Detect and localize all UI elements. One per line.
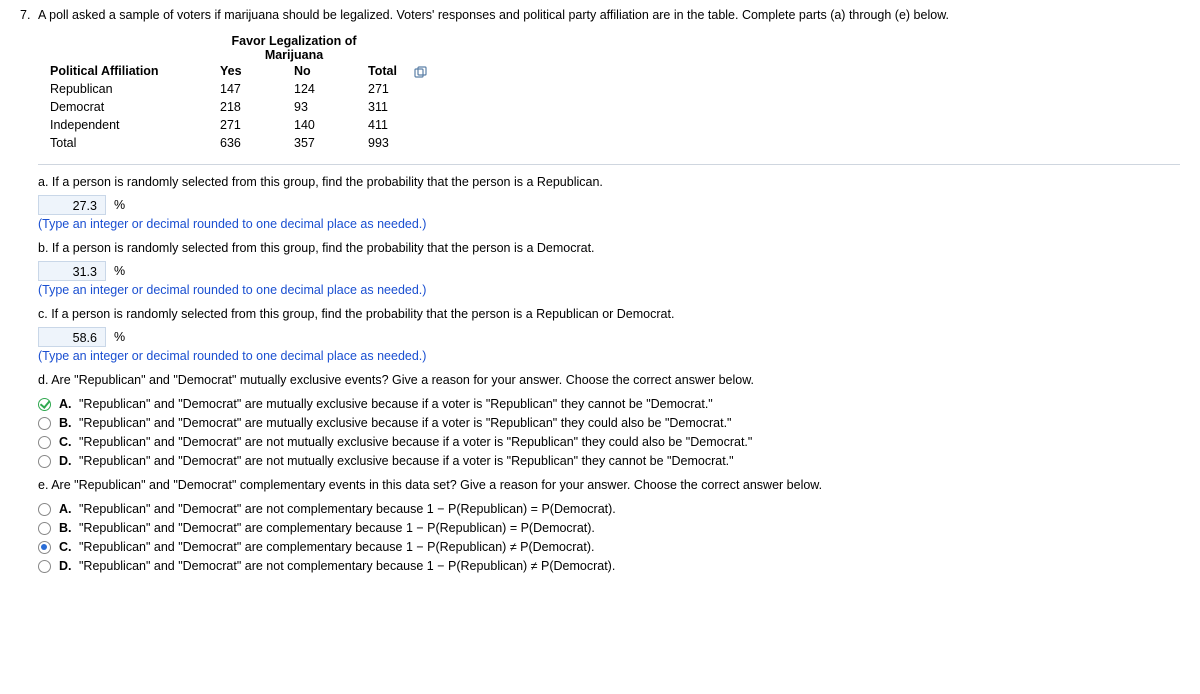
col-total: Total <box>368 62 442 80</box>
row-header: Political Affiliation <box>50 62 220 80</box>
data-table: Favor Legalization of Marijuana Politica… <box>50 34 1180 152</box>
unit-label: % <box>114 330 125 344</box>
row-label: Independent <box>50 116 220 134</box>
copy-icon[interactable] <box>414 66 428 78</box>
option-letter: C. <box>59 540 79 554</box>
option-text: "Republican" and "Democrat" are not comp… <box>79 559 615 573</box>
part-c-answer: 58.6 % <box>38 327 1180 347</box>
part-c-hint: (Type an integer or decimal rounded to o… <box>38 349 1180 363</box>
radio-e-b[interactable] <box>38 522 51 535</box>
option-row: B. "Republican" and "Democrat" are mutua… <box>38 416 1180 430</box>
table-row: Republican 147 124 271 <box>50 80 442 98</box>
part-a-answer: 27.3 % <box>38 195 1180 215</box>
col-yes: Yes <box>220 62 294 80</box>
option-text: "Republican" and "Democrat" are not mutu… <box>79 435 752 449</box>
part-b-answer: 31.3 % <box>38 261 1180 281</box>
question-body: A poll asked a sample of voters if marij… <box>38 8 1180 578</box>
col-total-label: Total <box>368 64 397 78</box>
cell: 993 <box>368 134 442 152</box>
row-label: Republican <box>50 80 220 98</box>
option-row: D. "Republican" and "Democrat" are not c… <box>38 559 1180 573</box>
option-letter: A. <box>59 502 79 516</box>
col-no: No <box>294 62 368 80</box>
cell: 271 <box>368 80 442 98</box>
option-text: "Republican" and "Democrat" are mutually… <box>79 397 713 411</box>
option-letter: B. <box>59 416 79 430</box>
question-row: 7. A poll asked a sample of voters if ma… <box>20 8 1180 578</box>
radio-d-b[interactable] <box>38 417 51 430</box>
part-d-text: d. Are "Republican" and "Democrat" mutua… <box>38 373 1180 387</box>
option-row: C. "Republican" and "Democrat" are not m… <box>38 435 1180 449</box>
cell: 357 <box>294 134 368 152</box>
table-row: Democrat 218 93 311 <box>50 98 442 116</box>
option-row: C. "Republican" and "Democrat" are compl… <box>38 540 1180 554</box>
option-letter: C. <box>59 435 79 449</box>
radio-e-c[interactable] <box>38 541 51 554</box>
part-b-text: b. If a person is randomly selected from… <box>38 241 1180 255</box>
part-a-hint: (Type an integer or decimal rounded to o… <box>38 217 1180 231</box>
part-d-options: A. "Republican" and "Democrat" are mutua… <box>38 397 1180 468</box>
option-row: A. "Republican" and "Democrat" are mutua… <box>38 397 1180 411</box>
answer-input-c[interactable]: 58.6 <box>38 327 106 347</box>
option-row: D. "Republican" and "Democrat" are not m… <box>38 454 1180 468</box>
option-letter: B. <box>59 521 79 535</box>
cell: 140 <box>294 116 368 134</box>
cell: 411 <box>368 116 442 134</box>
group-header-line2: Marijuana <box>265 48 323 62</box>
option-row: A. "Republican" and "Democrat" are not c… <box>38 502 1180 516</box>
table-row: Independent 271 140 411 <box>50 116 442 134</box>
cell: 147 <box>220 80 294 98</box>
cell: 124 <box>294 80 368 98</box>
row-label: Democrat <box>50 98 220 116</box>
unit-label: % <box>114 264 125 278</box>
table-group-header: Favor Legalization of Marijuana <box>214 34 374 62</box>
part-c-text: c. If a person is randomly selected from… <box>38 307 1180 321</box>
option-letter: D. <box>59 559 79 573</box>
option-letter: D. <box>59 454 79 468</box>
part-a-text: a. If a person is randomly selected from… <box>38 175 1180 189</box>
part-e-options: A. "Republican" and "Democrat" are not c… <box>38 502 1180 573</box>
radio-d-d[interactable] <box>38 455 51 468</box>
group-header-line1: Favor Legalization of <box>231 34 356 48</box>
table-row: Total 636 357 993 <box>50 134 442 152</box>
cell: 218 <box>220 98 294 116</box>
row-label: Total <box>50 134 220 152</box>
option-text: "Republican" and "Democrat" are compleme… <box>79 521 595 535</box>
option-text: "Republican" and "Democrat" are not comp… <box>79 502 616 516</box>
radio-e-a[interactable] <box>38 503 51 516</box>
option-text: "Republican" and "Democrat" are mutually… <box>79 416 731 430</box>
part-b-hint: (Type an integer or decimal rounded to o… <box>38 283 1180 297</box>
radio-d-c[interactable] <box>38 436 51 449</box>
answer-input-a[interactable]: 27.3 <box>38 195 106 215</box>
part-e-text: e. Are "Republican" and "Democrat" compl… <box>38 478 1180 492</box>
answer-input-b[interactable]: 31.3 <box>38 261 106 281</box>
option-letter: A. <box>59 397 79 411</box>
unit-label: % <box>114 198 125 212</box>
table: Political Affiliation Yes No Total Repub… <box>50 62 442 152</box>
option-text: "Republican" and "Democrat" are not mutu… <box>79 454 734 468</box>
radio-d-a[interactable] <box>38 398 51 411</box>
cell: 311 <box>368 98 442 116</box>
cell: 93 <box>294 98 368 116</box>
cell: 271 <box>220 116 294 134</box>
option-row: B. "Republican" and "Democrat" are compl… <box>38 521 1180 535</box>
radio-e-d[interactable] <box>38 560 51 573</box>
question-prompt: A poll asked a sample of voters if marij… <box>38 8 1180 22</box>
separator <box>38 164 1180 165</box>
question-number: 7. <box>20 8 38 578</box>
cell: 636 <box>220 134 294 152</box>
option-text: "Republican" and "Democrat" are compleme… <box>79 540 594 554</box>
